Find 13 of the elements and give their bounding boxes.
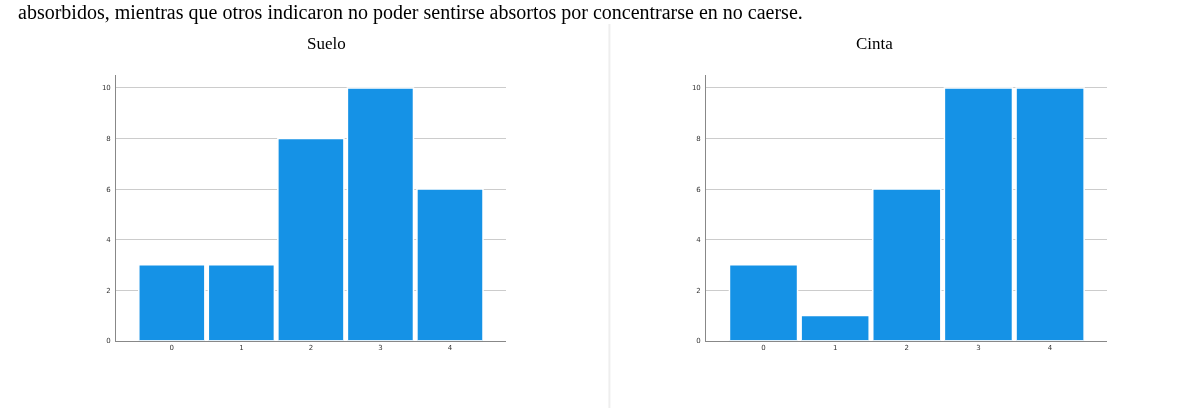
chart-title: Suelo bbox=[307, 34, 346, 53]
bar bbox=[207, 264, 276, 341]
bar bbox=[346, 87, 415, 341]
bar bbox=[943, 87, 1014, 341]
bar bbox=[277, 137, 345, 341]
chart-title: Cinta bbox=[856, 34, 894, 53]
text: absorbidos, mientras que otros indicaron no poder sentirse absortos por concentrarse en no caerse. bbox=[18, 1, 803, 24]
bar bbox=[872, 188, 942, 341]
bar bbox=[1015, 87, 1085, 341]
bar bbox=[728, 264, 799, 341]
bar bbox=[416, 188, 484, 341]
bar bbox=[138, 264, 206, 341]
bar bbox=[800, 314, 870, 341]
